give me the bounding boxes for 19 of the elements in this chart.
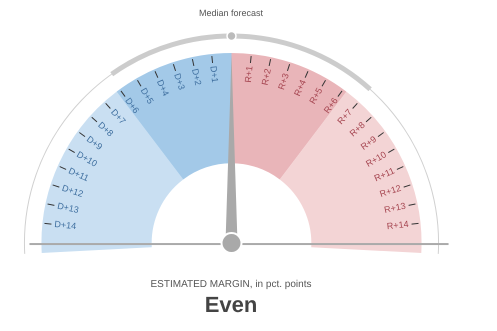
text: D+11 [67,166,90,184]
text: D+4 [154,78,171,98]
text: D+1 [208,65,220,84]
text: R+11 [372,166,396,184]
text: R+4 [292,78,308,98]
text: D+12 [60,182,85,200]
text: ESTIMATED MARGIN, in pct. points [150,279,312,290]
text: Even [204,292,258,318]
text: R+2 [260,68,273,86]
text: D+13 [56,200,80,215]
text: D+14 [54,218,77,232]
text: R+13 [383,200,407,215]
text: R+12 [378,182,402,200]
text: R+3 [276,72,291,92]
text: D+2 [190,68,204,86]
text: R+1 [242,65,255,84]
chart-title: Median forecast [198,8,264,18]
text: D+3 [172,72,187,92]
text: R+14 [386,218,410,232]
